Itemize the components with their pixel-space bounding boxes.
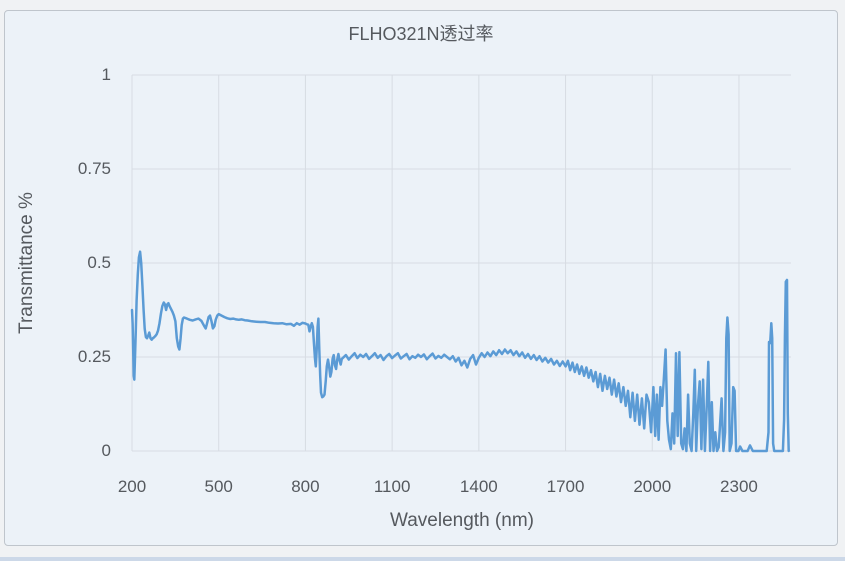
window-bottom-edge: [0, 557, 845, 561]
x-tick-label: 500: [204, 477, 233, 496]
plot-area: [130, 74, 791, 453]
y-tick-label: 0.75: [77, 159, 111, 178]
y-tick-label: 0.25: [77, 347, 111, 366]
x-tick-label: 200: [117, 477, 147, 496]
x-tick-label: 2300: [720, 477, 758, 496]
y-tick-label: 0: [101, 441, 111, 460]
x-tick-label: 2000: [633, 477, 672, 496]
x-axis-title: Wavelength (nm): [390, 510, 534, 531]
chart-title: FLHO321N透过率: [348, 24, 494, 44]
x-tick-label: 800: [291, 477, 320, 496]
gridlines: [131, 74, 791, 452]
transmittance-line: [130, 250, 790, 453]
y-tick-label: 0.5: [87, 253, 111, 272]
y-tick-label: 1: [101, 65, 111, 84]
x-tick-label: 1400: [459, 477, 498, 496]
chart-card: FLHO321N透过率 Transmittance % 0 0.25 0.5 0.75…: [4, 10, 838, 546]
x-tick-label: 1100: [373, 477, 411, 496]
x-tick-label: 1700: [546, 477, 585, 496]
